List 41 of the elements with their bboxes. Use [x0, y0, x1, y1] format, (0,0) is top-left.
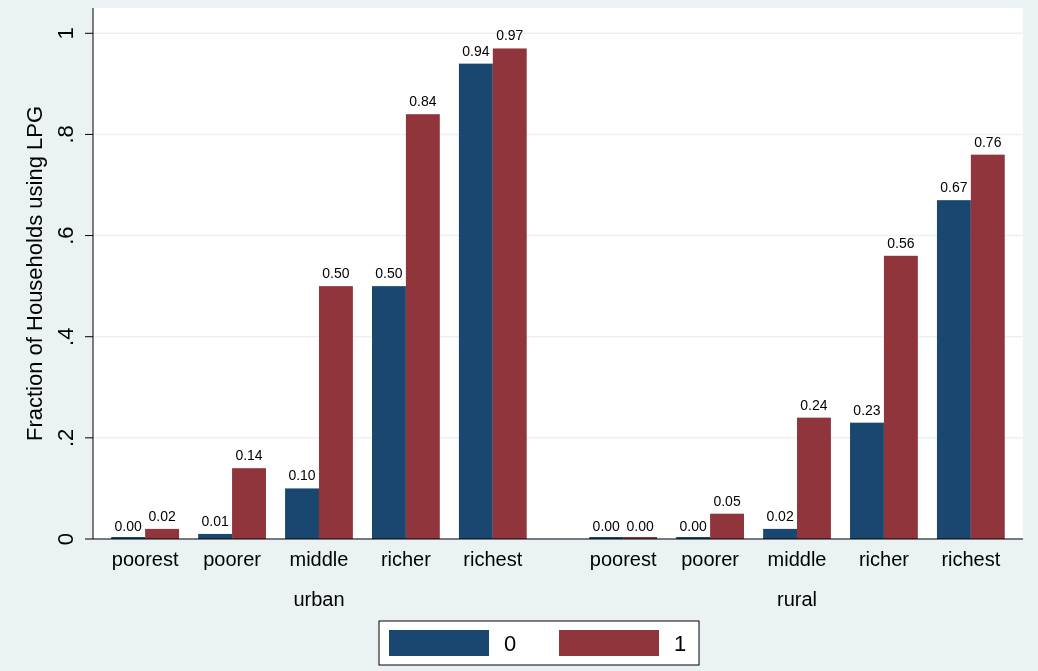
- x-tick-label: poorer: [203, 548, 262, 570]
- data-label: 0.00: [592, 518, 621, 534]
- legend-label: 0: [504, 631, 517, 656]
- y-tick-label: .4: [53, 327, 78, 346]
- y-tick-label: .6: [53, 226, 78, 245]
- data-label: 0.94: [462, 42, 490, 59]
- data-label: 0.02: [148, 507, 176, 524]
- x-tick-label: middle: [767, 548, 827, 570]
- data-label: 0.00: [626, 518, 654, 534]
- y-tick-label: 0: [53, 532, 78, 546]
- x-tick-label: richest: [463, 548, 523, 570]
- data-label: 0.14: [235, 447, 263, 464]
- data-label: 0.10: [288, 467, 316, 484]
- data-label: 0.67: [940, 179, 968, 196]
- data-label: 0.50: [375, 265, 403, 282]
- x-tick-label: poorest: [589, 548, 657, 570]
- text: rural: [777, 588, 818, 610]
- legend-label: 1: [674, 631, 687, 656]
- data-label: 0.24: [800, 396, 828, 413]
- text: urban: [293, 588, 345, 610]
- data-label: 0.00: [679, 518, 707, 534]
- x-tick-label: middle: [289, 548, 349, 570]
- y-tick-label: .2: [53, 428, 78, 448]
- data-label: 0.84: [409, 93, 437, 110]
- data-label: 0.01: [201, 512, 229, 529]
- y-tick-label: 1: [53, 27, 78, 40]
- data-label: 0.97: [496, 27, 524, 44]
- data-label: 0.76: [974, 133, 1002, 150]
- data-label: 0.02: [766, 507, 794, 524]
- data-label: 0.23: [853, 401, 881, 418]
- x-tick-label: poorest: [111, 548, 179, 570]
- x-tick-label: richer: [380, 548, 432, 570]
- x-tick-label: richer: [858, 548, 910, 570]
- data-label: 0.05: [713, 492, 741, 509]
- data-label: 0.56: [887, 234, 915, 251]
- data-label: 0.50: [322, 265, 350, 282]
- data-label: 0.00: [114, 518, 143, 534]
- x-tick-label: poorer: [681, 548, 740, 570]
- y-axis-title: Fraction of Households using LPG: [22, 105, 47, 442]
- x-tick-label: richest: [941, 548, 1001, 570]
- y-tick-label: .8: [53, 125, 78, 144]
